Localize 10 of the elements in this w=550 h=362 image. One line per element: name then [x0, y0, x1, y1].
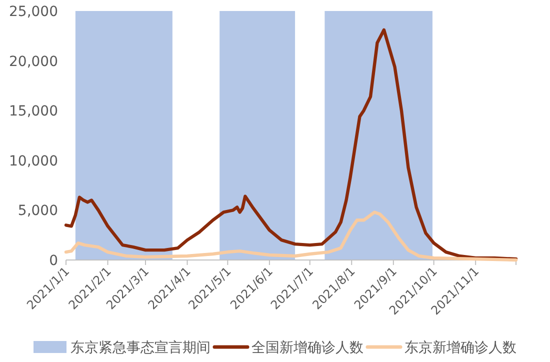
- line-series: [64, 210, 518, 262]
- y-tick-label: 25,000: [9, 4, 58, 20]
- legend-label: 东京紧急事态宣言期间: [70, 340, 210, 356]
- y-tick-label: 20,000: [9, 54, 58, 70]
- y-tick-label: 5,000: [18, 203, 58, 220]
- y-tick-label: 10,000: [9, 153, 58, 170]
- legend-label: 东京新增确诊人数: [404, 340, 516, 356]
- y-tick-label: 0: [49, 253, 58, 269]
- legend-label: 全国新增确诊人数: [252, 340, 364, 356]
- y-tick-label: 15,000: [9, 104, 58, 120]
